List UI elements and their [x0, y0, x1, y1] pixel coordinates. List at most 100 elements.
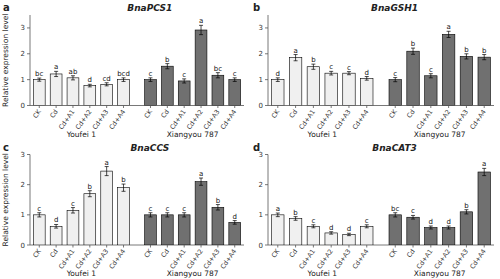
bar: [118, 80, 130, 106]
significance-letter: ab: [69, 68, 78, 76]
x-tick: [106, 245, 107, 248]
bar: [272, 215, 284, 245]
error-bar: [294, 55, 298, 61]
figure: aBnaPCS10123Relative expression levelbcC…: [0, 0, 500, 279]
bar: [460, 212, 472, 245]
error-bar: [276, 213, 280, 217]
group-label: Youfei 1: [66, 130, 97, 139]
error-bar: [199, 178, 203, 185]
panel: aBnaPCS10123Relative expression levelbcC…: [1, 2, 244, 139]
bar: [325, 73, 337, 105]
bar: [361, 226, 373, 245]
error-bar: [311, 64, 315, 69]
error-stem: [484, 55, 485, 60]
bar: [478, 57, 490, 105]
error-bar: [148, 213, 152, 217]
bar: [67, 78, 79, 106]
x-tick: [313, 106, 314, 109]
panel-label: c: [3, 142, 9, 153]
marks: [272, 31, 491, 105]
significance-letter: c: [165, 205, 169, 213]
error-bar: [365, 77, 369, 81]
x-tick-label: CK: [31, 107, 43, 119]
y-tick-label: 1: [21, 211, 25, 219]
error-bar: [54, 224, 58, 228]
x-tick-label: Cd+A4: [351, 108, 371, 131]
bar: [289, 218, 301, 245]
significance-letter: c: [347, 64, 351, 72]
significance-letter: d: [276, 70, 280, 78]
y-tick-label: 3: [21, 151, 25, 159]
error-cap: [88, 86, 92, 87]
error-cap: [329, 74, 333, 75]
significance-letter: b: [464, 202, 469, 210]
bar: [343, 73, 355, 105]
bar: [361, 78, 373, 105]
x-tick: [56, 245, 57, 248]
y-tick-label: 0: [21, 242, 25, 250]
error-bar: [464, 54, 468, 59]
x-tick: [331, 106, 332, 109]
y-tick-label: 2: [259, 50, 263, 58]
error-stem: [313, 225, 314, 228]
error-cap: [54, 228, 58, 229]
significance-letter: c: [393, 70, 397, 78]
bar: [145, 80, 157, 106]
error-bar: [329, 71, 333, 75]
y-tick: [265, 53, 268, 54]
x-tick: [448, 106, 449, 109]
x-tick-label: Cd: [159, 108, 171, 120]
error-stem: [448, 31, 449, 37]
bar: [178, 215, 190, 245]
x-tick: [277, 106, 278, 109]
x-tick-label: Cd+A2: [433, 248, 453, 271]
x-tick: [277, 245, 278, 248]
x-tick: [150, 245, 151, 248]
error-bar: [105, 83, 109, 86]
bar: [307, 226, 319, 245]
error-bar: [148, 78, 152, 82]
title: BnaCCS: [130, 143, 169, 153]
error-cap: [216, 210, 220, 211]
error-cap: [311, 227, 315, 228]
bar: [478, 172, 490, 245]
x-tick: [217, 245, 218, 248]
significance-letter: bc: [391, 205, 399, 213]
bar: [407, 217, 419, 245]
x-tick: [184, 106, 185, 109]
x-tick-label: Cd+A1: [57, 108, 77, 131]
x-tick-label: Cd+A3: [450, 108, 470, 131]
x-tick-label: Cd: [405, 248, 417, 260]
group-label: Youfei 1: [307, 269, 338, 278]
error-stem: [413, 48, 414, 54]
x-tick-label: Cd+A4: [351, 248, 371, 271]
x-tick: [395, 245, 396, 248]
error-stem: [331, 232, 332, 234]
bar: [101, 84, 113, 105]
x-tick-label: Cd+A3: [202, 108, 222, 131]
x-tick: [466, 106, 467, 109]
bar: [343, 234, 355, 245]
bar: [442, 34, 454, 105]
error-cap: [347, 235, 351, 236]
error-cap: [122, 191, 126, 192]
significance-letter: c: [365, 217, 369, 225]
x-tick: [39, 245, 40, 248]
significance-letter: c: [411, 207, 415, 215]
error-bar: [393, 78, 397, 82]
x-tick-label: Cd+A2: [433, 108, 453, 131]
error-cap: [165, 68, 169, 69]
y-tick: [265, 245, 268, 246]
bar: [212, 75, 224, 105]
y-tick: [265, 184, 268, 185]
marks: [33, 25, 240, 105]
error-stem: [106, 83, 107, 86]
x-tick-label: Cd+A1: [297, 108, 317, 131]
bar: [161, 66, 173, 105]
error-cap: [276, 81, 280, 82]
error-bar: [216, 205, 220, 210]
significance-letter: d: [54, 216, 58, 224]
x-tick-label: Cd+A4: [108, 108, 128, 131]
error-bar: [329, 232, 333, 234]
x-tick-label: Cd: [159, 248, 171, 260]
